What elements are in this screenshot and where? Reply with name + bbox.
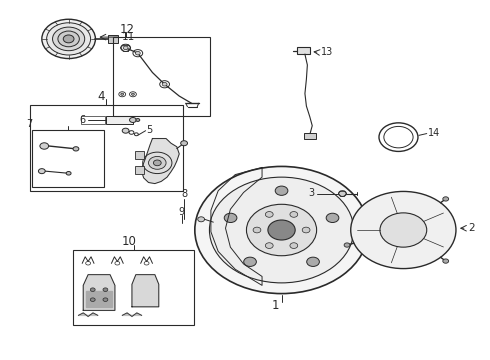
- Bar: [114, 37, 210, 116]
- Bar: [81, 116, 105, 124]
- Circle shape: [302, 227, 310, 233]
- Bar: [296, 47, 310, 54]
- Circle shape: [73, 147, 79, 151]
- Text: 2: 2: [468, 223, 475, 233]
- Circle shape: [443, 259, 449, 263]
- Text: 13: 13: [321, 48, 333, 58]
- Circle shape: [275, 186, 288, 195]
- Bar: [108, 35, 118, 43]
- Bar: [32, 130, 104, 187]
- Circle shape: [38, 168, 45, 174]
- Bar: [135, 152, 144, 159]
- Circle shape: [90, 298, 95, 301]
- Circle shape: [58, 31, 79, 47]
- Circle shape: [290, 243, 298, 248]
- Circle shape: [66, 171, 71, 175]
- Polygon shape: [78, 313, 98, 316]
- Polygon shape: [122, 313, 142, 316]
- Text: 4: 4: [98, 90, 105, 103]
- Text: 9: 9: [178, 207, 185, 217]
- Text: 8: 8: [181, 189, 187, 199]
- Text: 11: 11: [122, 32, 135, 42]
- Circle shape: [266, 212, 273, 217]
- Circle shape: [224, 213, 237, 222]
- Bar: [304, 133, 316, 139]
- Circle shape: [103, 288, 108, 292]
- Polygon shape: [83, 275, 115, 310]
- Circle shape: [148, 157, 166, 169]
- Circle shape: [103, 298, 108, 301]
- Circle shape: [443, 197, 449, 201]
- Text: 7: 7: [26, 118, 33, 129]
- Text: 3: 3: [308, 188, 315, 198]
- Circle shape: [135, 51, 140, 55]
- Text: 12: 12: [119, 23, 134, 36]
- Polygon shape: [211, 167, 262, 285]
- Polygon shape: [132, 275, 159, 307]
- Circle shape: [253, 227, 261, 233]
- Text: 1: 1: [272, 298, 279, 311]
- Bar: [74, 249, 195, 325]
- Circle shape: [307, 257, 319, 266]
- Circle shape: [40, 143, 49, 149]
- Circle shape: [290, 212, 298, 217]
- Text: 6: 6: [79, 114, 85, 125]
- Circle shape: [122, 128, 129, 133]
- Circle shape: [326, 213, 339, 222]
- Circle shape: [244, 257, 256, 266]
- Circle shape: [90, 288, 95, 292]
- Circle shape: [162, 82, 167, 86]
- Circle shape: [339, 191, 346, 197]
- Circle shape: [52, 27, 85, 51]
- Bar: [106, 116, 133, 123]
- Circle shape: [209, 177, 354, 283]
- Circle shape: [198, 217, 204, 222]
- Circle shape: [246, 204, 317, 256]
- Circle shape: [380, 213, 427, 247]
- Text: 14: 14: [428, 128, 440, 138]
- Circle shape: [63, 35, 74, 43]
- Polygon shape: [142, 139, 179, 184]
- Circle shape: [266, 243, 273, 248]
- Circle shape: [344, 243, 350, 247]
- Circle shape: [47, 23, 91, 55]
- Circle shape: [123, 46, 128, 50]
- Circle shape: [131, 93, 134, 95]
- Circle shape: [351, 192, 456, 269]
- Circle shape: [153, 160, 161, 166]
- Circle shape: [42, 19, 96, 59]
- Circle shape: [136, 118, 140, 121]
- Text: 10: 10: [122, 235, 137, 248]
- Circle shape: [129, 117, 136, 122]
- Circle shape: [181, 141, 188, 146]
- Bar: [30, 105, 183, 191]
- Circle shape: [195, 166, 368, 294]
- Text: 5: 5: [147, 125, 153, 135]
- Bar: [135, 166, 144, 174]
- Circle shape: [268, 220, 295, 240]
- Polygon shape: [86, 291, 113, 307]
- Circle shape: [121, 93, 123, 95]
